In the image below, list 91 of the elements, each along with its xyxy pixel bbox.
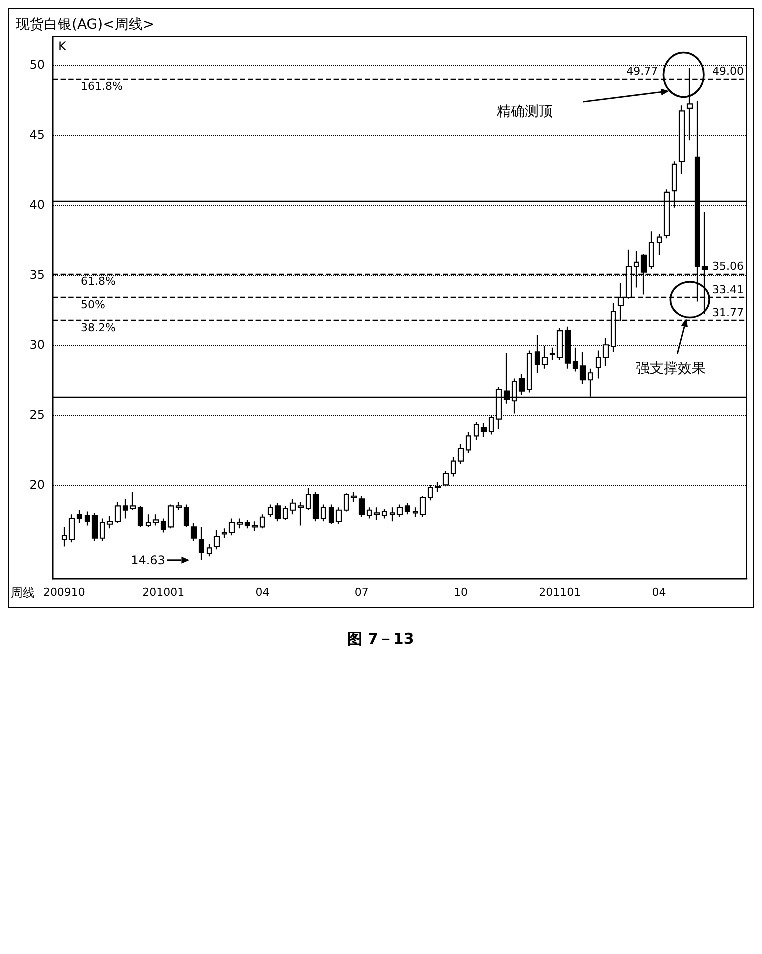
y-tick-label: 45 <box>30 128 45 142</box>
x-tick-label: 04 <box>256 586 270 599</box>
chart-title: 现货白银(AG)<周线> <box>16 17 155 33</box>
x-tick-label: 04 <box>652 586 666 599</box>
candlestick <box>450 456 456 478</box>
candlestick <box>160 518 166 534</box>
annotation: 161.8% <box>81 80 123 94</box>
candlestick <box>122 498 128 520</box>
candlestick <box>474 422 480 441</box>
candlestick <box>260 514 266 530</box>
candlestick <box>100 518 106 542</box>
y-tick-label: 50 <box>30 58 45 72</box>
x-tick-label: 201101 <box>539 586 582 599</box>
candlestick <box>76 510 82 524</box>
candlestick <box>596 350 602 380</box>
candlestick <box>222 528 228 539</box>
y-tick-label: 35 <box>30 268 45 282</box>
candlestick <box>350 492 358 503</box>
annotation: 38.2% <box>81 321 116 334</box>
candlestick <box>550 347 556 362</box>
candlestick <box>184 504 190 528</box>
candlestick <box>382 508 388 520</box>
candlestick <box>306 487 312 511</box>
annotation: 33.41 <box>712 283 744 296</box>
candlestick <box>92 512 98 542</box>
candlestick <box>268 504 274 518</box>
candlestick <box>84 511 90 526</box>
annotation: 35.06 <box>712 260 744 274</box>
candlestick <box>106 515 114 530</box>
candlestick <box>282 506 288 521</box>
y-tick-label: 25 <box>30 408 45 422</box>
candlestick <box>412 507 418 518</box>
caption: 图 7－13 <box>346 630 416 649</box>
candlestick <box>176 501 182 511</box>
annotation: 61.8% <box>81 275 116 288</box>
candlestick <box>138 506 144 528</box>
candlestick <box>466 431 472 454</box>
candlestick <box>244 520 250 530</box>
y-tick-label: 30 <box>30 338 45 352</box>
candlestick <box>656 234 662 256</box>
candlestick <box>526 350 532 394</box>
y-tick-label: 20 <box>30 478 45 492</box>
candlestick <box>252 521 258 532</box>
x-tick-label: 10 <box>454 586 468 599</box>
candlestick <box>114 501 122 524</box>
annotation: 31.77 <box>712 306 744 320</box>
candlestick <box>214 529 220 550</box>
annotation: K <box>58 39 68 54</box>
candlestick <box>344 493 350 512</box>
candlestick <box>542 346 548 370</box>
candlestick <box>228 518 236 536</box>
candlestick <box>420 496 426 518</box>
text: 周线 <box>11 586 35 600</box>
annotation: 49.77 <box>626 65 658 78</box>
y-tick-label: 40 <box>30 198 45 212</box>
candlestick <box>390 507 396 522</box>
candlestick <box>336 507 342 525</box>
candlestick <box>320 504 326 522</box>
candlestick <box>366 507 372 520</box>
candlestick <box>396 504 404 518</box>
candlestick <box>458 444 464 465</box>
candlestick <box>236 518 244 530</box>
x-tick-label: 200910 <box>43 586 86 599</box>
candlestick <box>130 492 136 511</box>
candlestick <box>648 231 654 270</box>
candlestick <box>206 543 212 558</box>
annotation: 强支撑效果 <box>636 361 706 378</box>
candlestick <box>198 526 204 561</box>
candlestick <box>374 507 380 521</box>
candlestick <box>580 352 586 385</box>
candlestick <box>358 496 366 518</box>
candlestick <box>328 504 334 525</box>
x-tick-label: 07 <box>354 586 369 599</box>
candlestick <box>480 422 488 438</box>
annotation: 50% <box>81 298 106 312</box>
candlestick <box>572 347 578 372</box>
candlestick <box>190 522 198 542</box>
candlestick <box>274 502 282 522</box>
x-tick-label: 201001 <box>142 586 185 599</box>
candlestick <box>68 514 76 544</box>
candlestick <box>290 498 296 516</box>
annotation: 精确测顶 <box>497 104 554 120</box>
annotation: 49.00 <box>712 65 744 78</box>
candlestick <box>62 526 68 548</box>
candlestick <box>404 502 410 516</box>
candlestick <box>152 514 160 526</box>
candlestick <box>298 501 304 526</box>
candlestick <box>312 492 320 522</box>
annotation: 14.63 <box>131 553 166 568</box>
candlestick <box>168 504 174 530</box>
candlestick <box>146 514 152 528</box>
